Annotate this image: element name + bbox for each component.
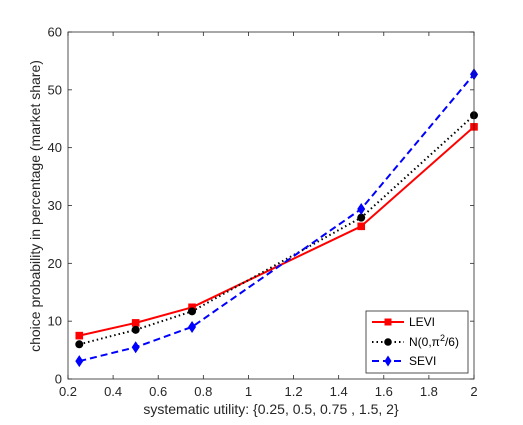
y-tick-label: 0 — [55, 372, 62, 387]
plot-frame — [67, 31, 475, 380]
x-tick-label: 1.2 — [285, 384, 303, 399]
legend-marker-sevi — [384, 355, 392, 367]
y-axis-title: choice probability in percentage (market… — [27, 60, 43, 352]
series-layer — [75, 68, 478, 368]
y-tick-label: 10 — [48, 314, 62, 329]
legend: LEVI N(0,π2/6) SEVI — [365, 310, 469, 374]
legend-label-normal: N(0,π2/6) — [409, 333, 459, 349]
x-tick-label: 1.8 — [420, 384, 438, 399]
x-tick-label: 1 — [245, 384, 252, 399]
data-point-sevi — [188, 320, 197, 333]
y-tick-label: 60 — [48, 25, 62, 40]
y-tick-label: 30 — [48, 198, 62, 213]
x-tick-label: 0.4 — [104, 384, 122, 399]
data-point-levi — [131, 319, 140, 327]
data-point-n-0-6 — [188, 307, 197, 316]
y-tick-label: 50 — [48, 82, 62, 97]
legend-label-sevi: SEVI — [409, 354, 436, 368]
x-tick-label: 0.6 — [149, 384, 167, 399]
data-point-levi — [75, 331, 84, 340]
data-point-n-0-6 — [357, 213, 366, 222]
x-tick-label: 0.2 — [59, 384, 77, 399]
data-point-n-0-6 — [75, 340, 84, 349]
y-tick-label: 40 — [48, 140, 62, 155]
x-axis-title: systematic utility: {0.25, 0.5, 0.75 , 1… — [143, 401, 399, 417]
legend-marker-normal — [384, 338, 392, 346]
x-tick-label: 0.8 — [194, 384, 212, 399]
data-point-sevi — [357, 202, 366, 215]
y-tick-label: 20 — [48, 256, 62, 271]
x-tick-label: 1.4 — [330, 384, 348, 399]
data-point-sevi — [131, 341, 140, 354]
data-point-sevi — [75, 355, 84, 368]
legend-label-normal-tail: /6) — [445, 335, 459, 349]
legend-marker-levi — [384, 318, 392, 326]
data-point-levi — [357, 222, 366, 231]
legend-label-normal-base: N(0,π — [409, 335, 440, 349]
data-point-n-0-6 — [131, 325, 140, 334]
data-point-levi — [188, 303, 196, 312]
x-tick-label: 1.6 — [375, 384, 393, 399]
legend-label-normal-sup: 2 — [440, 333, 445, 343]
x-tick-label: 2 — [470, 384, 477, 399]
legend-label-levi: LEVI — [409, 315, 435, 329]
series-line-sevi — [79, 73, 475, 363]
